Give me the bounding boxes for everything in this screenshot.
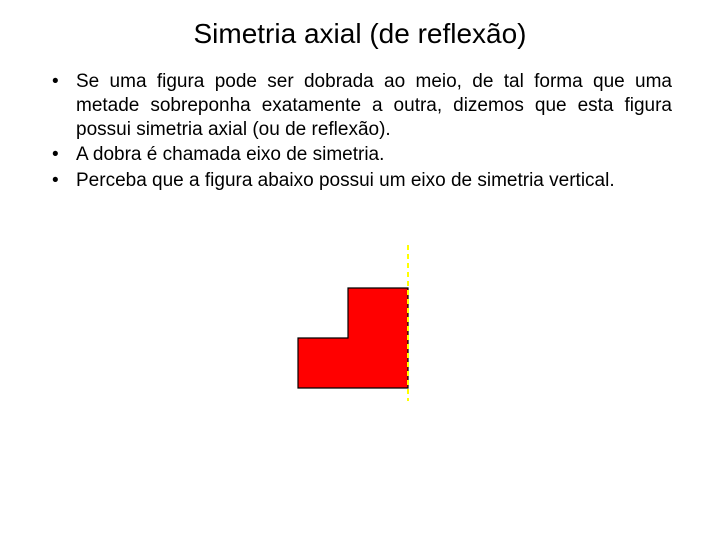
slide: Simetria axial (de reflexão) Se uma figu… [0,0,720,540]
content-area: Se uma figura pode ser dobrada ao meio, … [0,60,720,453]
symmetry-figure [293,233,453,413]
red-shape [298,288,408,388]
figure-area [48,233,672,453]
bullet-item: Se uma figura pode ser dobrada ao meio, … [48,70,672,141]
bullet-item: A dobra é chamada eixo de simetria. [48,143,672,167]
bullet-item: Perceba que a figura abaixo possui um ei… [48,169,672,193]
slide-title: Simetria axial (de reflexão) [0,0,720,60]
bullet-list: Se uma figura pode ser dobrada ao meio, … [48,70,672,193]
